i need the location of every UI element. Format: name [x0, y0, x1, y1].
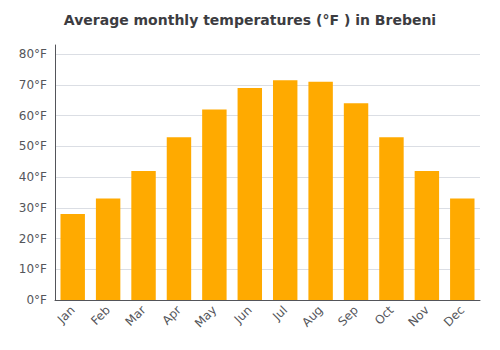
svg-text:Average monthly temperatures (: Average monthly temperatures (°F ) in Br…	[64, 12, 436, 28]
svg-text:Sep: Sep	[335, 303, 361, 329]
svg-text:20°F: 20°F	[19, 232, 47, 246]
svg-text:30°F: 30°F	[19, 201, 47, 215]
svg-text:Jun: Jun	[231, 303, 255, 327]
svg-text:Nov: Nov	[405, 303, 431, 329]
svg-text:40°F: 40°F	[19, 170, 47, 184]
svg-text:70°F: 70°F	[19, 78, 47, 92]
svg-text:Mar: Mar	[123, 303, 149, 329]
svg-text:May: May	[192, 303, 219, 330]
svg-text:Dec: Dec	[441, 303, 467, 329]
svg-text:Jan: Jan	[54, 303, 78, 327]
svg-text:0°F: 0°F	[26, 293, 47, 307]
svg-text:10°F: 10°F	[19, 262, 47, 276]
svg-text:60°F: 60°F	[19, 109, 47, 123]
svg-text:80°F: 80°F	[19, 47, 47, 61]
svg-text:Oct: Oct	[372, 303, 397, 328]
svg-text:50°F: 50°F	[19, 139, 47, 153]
svg-text:Aug: Aug	[299, 303, 325, 329]
svg-text:Apr: Apr	[159, 303, 184, 328]
svg-text:Jul: Jul	[269, 303, 290, 324]
svg-text:Feb: Feb	[88, 303, 113, 328]
